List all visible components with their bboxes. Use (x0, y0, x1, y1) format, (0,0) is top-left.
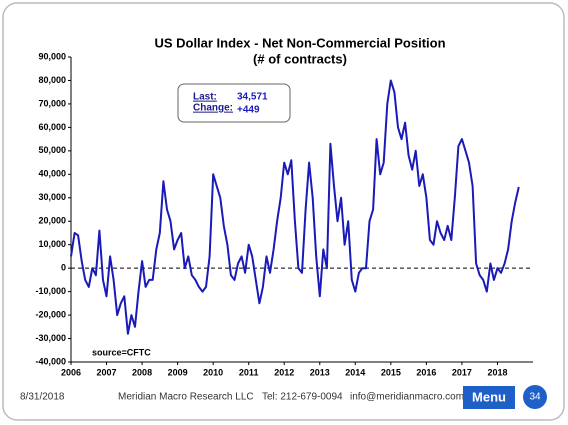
y-tick-label: 10,000 (38, 239, 66, 249)
source-note: source=CFTC (92, 347, 151, 357)
footer-phone: Tel: 212-679-0094 (262, 392, 343, 403)
page-number: 34 (529, 392, 541, 403)
menu-label[interactable]: Menu (472, 389, 506, 404)
y-tick-label: 70,000 (38, 98, 66, 108)
info-box (177, 83, 291, 123)
x-tick-label: 2010 (203, 367, 223, 377)
last-value: 34,571 (237, 92, 268, 103)
y-tick-label: 60,000 (38, 122, 66, 132)
y-tick-label: -20,000 (35, 309, 66, 319)
x-tick-label: 2011 (239, 367, 259, 377)
x-tick-label: 2007 (97, 367, 117, 377)
y-tick-label: 90,000 (38, 51, 66, 61)
x-tick-label: 2014 (345, 367, 365, 377)
chart-title: US Dollar Index - Net Non-Commercial Pos… (154, 35, 445, 50)
y-tick-label: 30,000 (38, 192, 66, 202)
menu-button[interactable] (463, 386, 515, 409)
footer-date: 8/31/2018 (20, 392, 65, 403)
x-tick-label: 2016 (416, 367, 436, 377)
chart-subtitle: (# of contracts) (253, 51, 347, 66)
x-tick-label: 2012 (274, 367, 294, 377)
x-tick-label: 2015 (381, 367, 401, 377)
y-tick-label: 80,000 (38, 75, 66, 85)
x-tick-label: 2006 (61, 367, 81, 377)
y-tick-label: -10,000 (35, 286, 66, 296)
change-label: Change: (193, 103, 233, 114)
footer-company: Meridian Macro Research LLC (118, 392, 254, 403)
x-tick-label: 2008 (132, 367, 152, 377)
y-tick-label: 40,000 (38, 169, 66, 179)
slide-border (2, 2, 565, 421)
last-label: Last: (193, 92, 217, 103)
x-tick-label: 2017 (452, 367, 472, 377)
footer-email: info@meridianmacro.com (350, 392, 464, 403)
data-line (70, 79, 520, 335)
x-tick-label: 2018 (487, 367, 507, 377)
y-tick-label: -40,000 (35, 356, 66, 366)
y-tick-label: 20,000 (38, 216, 66, 226)
page-badge (523, 385, 547, 409)
change-value: +449 (237, 105, 260, 116)
x-tick-label: 2009 (168, 367, 188, 377)
x-tick-label: 2013 (310, 367, 330, 377)
y-tick-label: -30,000 (35, 333, 66, 343)
y-tick-label: 50,000 (38, 145, 66, 155)
y-tick-label: 0 (61, 263, 66, 273)
